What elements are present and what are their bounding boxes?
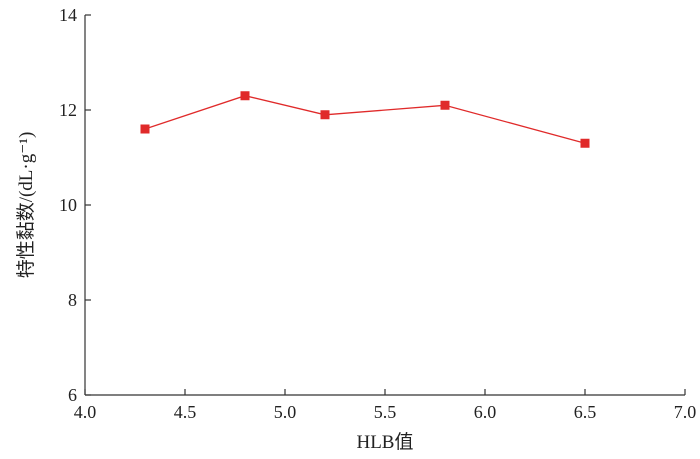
x-axis-ticks: 4.0 4.5 5.0 5.5 6.0 6.5 7.0 xyxy=(74,389,697,422)
y-tick-label: 6 xyxy=(68,385,77,405)
x-tick-label: 6.5 xyxy=(574,402,597,422)
data-point-marker xyxy=(320,110,330,120)
y-tick-label: 10 xyxy=(59,195,77,215)
x-axis-title: HLB值 xyxy=(356,431,413,453)
series-line xyxy=(144,95,586,144)
axes xyxy=(84,15,685,396)
x-tick-label: 7.0 xyxy=(674,402,697,422)
x-tick-label: 4.5 xyxy=(174,402,197,422)
y-tick-label: 12 xyxy=(59,100,77,120)
x-tick-label: 4.0 xyxy=(74,402,97,422)
data-point-marker xyxy=(240,91,250,101)
y-axis-ticks: 6 8 10 12 14 xyxy=(59,5,91,405)
x-tick-label: 5.0 xyxy=(274,402,297,422)
data-point-marker xyxy=(140,124,150,134)
y-tick-label: 8 xyxy=(68,290,77,310)
series-layer xyxy=(140,91,590,148)
data-point-marker xyxy=(580,138,590,148)
y-tick-label: 14 xyxy=(59,5,77,25)
x-tick-label: 5.5 xyxy=(374,402,397,422)
x-tick-label: 6.0 xyxy=(474,402,497,422)
data-point-marker xyxy=(440,100,450,110)
y-axis-title: 特性黏数/(dL·g⁻¹) xyxy=(15,132,37,279)
